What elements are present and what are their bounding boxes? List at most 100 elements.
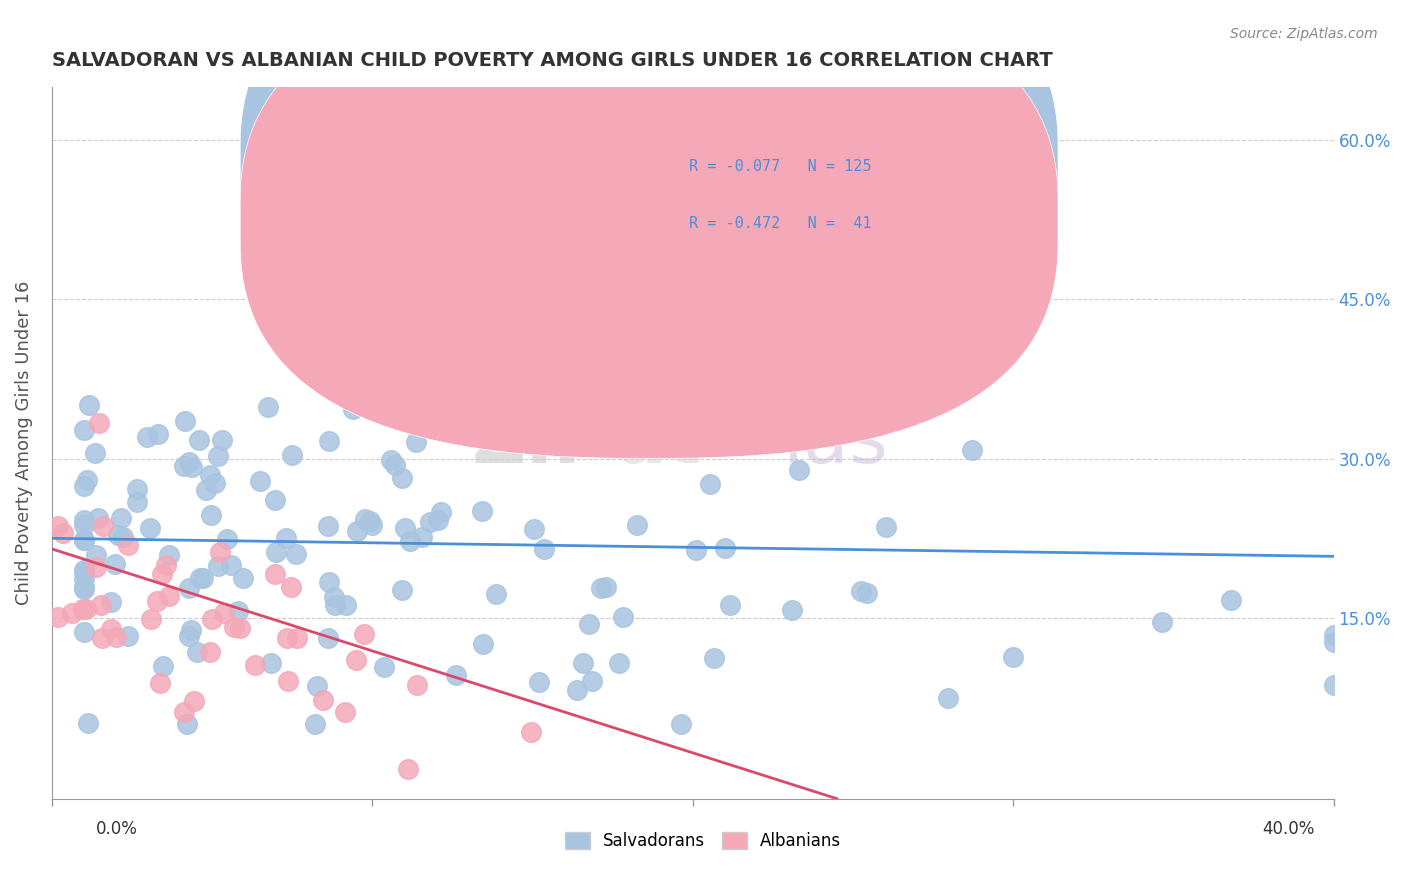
Point xyxy=(77,715,100,730)
Text: R = -0.472   N =  41: R = -0.472 N = 41 xyxy=(689,216,872,231)
Point xyxy=(344,653,367,667)
Point xyxy=(209,545,232,559)
Point xyxy=(150,566,173,581)
Point xyxy=(117,538,139,552)
Point xyxy=(523,522,546,536)
Point xyxy=(264,493,287,508)
Point xyxy=(685,543,707,558)
Point xyxy=(713,541,735,555)
Point xyxy=(117,629,139,643)
Point xyxy=(100,595,122,609)
Point xyxy=(249,474,271,488)
Point xyxy=(259,656,281,670)
Point xyxy=(1323,678,1346,692)
Point xyxy=(179,455,201,469)
Point xyxy=(312,693,335,707)
Point xyxy=(520,724,543,739)
Point xyxy=(135,430,157,444)
Point xyxy=(391,582,413,597)
Text: R = -0.077   N = 125: R = -0.077 N = 125 xyxy=(689,159,872,174)
Point xyxy=(335,598,357,612)
Point xyxy=(281,448,304,462)
Point xyxy=(207,559,229,574)
Point xyxy=(322,590,344,604)
Point xyxy=(221,558,243,572)
Point xyxy=(183,694,205,708)
Point xyxy=(274,531,297,545)
Text: las: las xyxy=(782,406,889,479)
Point xyxy=(84,560,107,574)
Point xyxy=(177,629,200,643)
Point xyxy=(174,414,197,428)
Point xyxy=(280,580,302,594)
Point xyxy=(204,476,226,491)
Point xyxy=(201,612,224,626)
Text: at: at xyxy=(616,406,702,479)
Point xyxy=(155,558,177,573)
Point xyxy=(146,594,169,608)
Point xyxy=(110,511,132,525)
Point xyxy=(288,349,311,363)
Point xyxy=(173,705,195,719)
Point xyxy=(699,477,721,491)
Point xyxy=(200,508,222,522)
Text: SALVADORAN VS ALBANIAN CHILD POVERTY AMONG GIRLS UNDER 16 CORRELATION CHART: SALVADORAN VS ALBANIAN CHILD POVERTY AMO… xyxy=(52,51,1053,70)
Point xyxy=(226,604,249,618)
Point xyxy=(180,623,202,637)
Point xyxy=(264,545,287,559)
Point xyxy=(703,651,725,665)
Point xyxy=(626,517,648,532)
Point xyxy=(1323,628,1346,642)
Point xyxy=(256,401,278,415)
Point xyxy=(936,691,959,706)
Point xyxy=(73,479,96,493)
Point xyxy=(125,495,148,509)
Point xyxy=(875,520,897,534)
Point xyxy=(316,519,339,533)
Point xyxy=(149,676,172,690)
Text: 40.0%: 40.0% xyxy=(1263,820,1315,838)
Point xyxy=(359,514,381,528)
Point xyxy=(398,533,420,548)
Point xyxy=(90,598,112,612)
Point xyxy=(411,530,433,544)
FancyBboxPatch shape xyxy=(240,0,1059,458)
Point xyxy=(232,571,254,585)
Point xyxy=(669,717,692,731)
Point xyxy=(90,631,112,645)
Point xyxy=(444,667,467,681)
Point xyxy=(394,521,416,535)
Point xyxy=(361,517,384,532)
Point xyxy=(471,504,494,518)
Point xyxy=(152,658,174,673)
Point xyxy=(52,525,75,540)
Point xyxy=(780,603,803,617)
Point xyxy=(229,621,252,635)
Point xyxy=(277,674,299,689)
Point xyxy=(1219,593,1241,607)
Point xyxy=(173,458,195,473)
Point xyxy=(73,565,96,579)
Legend: Salvadorans, Albanians: Salvadorans, Albanians xyxy=(558,825,848,857)
FancyBboxPatch shape xyxy=(596,122,1007,265)
Point xyxy=(856,586,879,600)
Point xyxy=(380,453,402,467)
Point xyxy=(193,571,215,585)
Point xyxy=(318,434,340,449)
Point xyxy=(176,717,198,731)
Point xyxy=(157,548,180,562)
Point xyxy=(354,511,377,525)
Point xyxy=(73,625,96,640)
Point xyxy=(188,434,211,448)
Point xyxy=(565,682,588,697)
Point xyxy=(869,385,891,400)
Point xyxy=(607,657,630,671)
Point xyxy=(73,423,96,437)
Point xyxy=(263,566,285,581)
Point xyxy=(76,474,98,488)
Point xyxy=(138,521,160,535)
Point xyxy=(139,612,162,626)
Point xyxy=(572,656,595,670)
FancyBboxPatch shape xyxy=(240,0,1059,403)
Point xyxy=(215,532,238,546)
